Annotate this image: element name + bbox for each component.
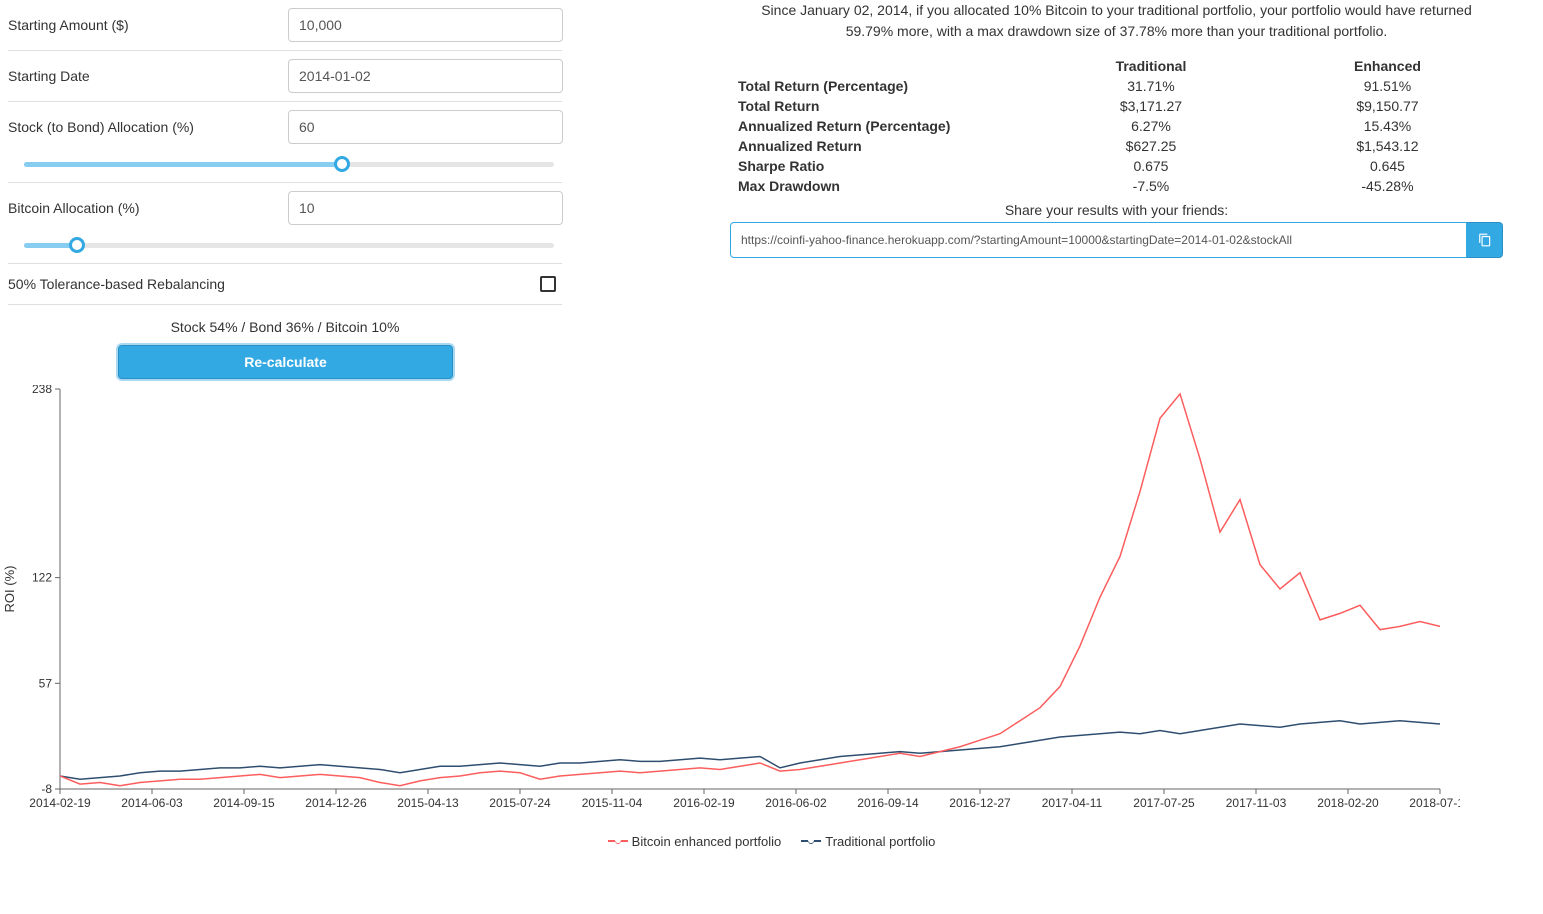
copy-icon bbox=[1478, 233, 1492, 247]
svg-text:2016-12-27: 2016-12-27 bbox=[949, 796, 1011, 810]
starting-date-label: Starting Date bbox=[8, 68, 288, 84]
rebalancing-checkbox[interactable] bbox=[540, 276, 556, 292]
svg-text:57: 57 bbox=[39, 676, 53, 690]
stats-table: Traditional Enhanced Total Return (Perce… bbox=[730, 56, 1503, 196]
copy-button[interactable] bbox=[1467, 222, 1503, 258]
table-row: Max Drawdown-7.5%-45.28% bbox=[730, 176, 1503, 196]
starting-date-input[interactable] bbox=[288, 59, 563, 93]
bitcoin-allocation-input[interactable] bbox=[288, 191, 563, 225]
bitcoin-allocation-label: Bitcoin Allocation (%) bbox=[8, 200, 288, 216]
svg-text:2014-06-03: 2014-06-03 bbox=[121, 796, 183, 810]
col-enhanced: Enhanced bbox=[1272, 56, 1503, 76]
chart-legend: Bitcoin enhanced portfolio Traditional po… bbox=[0, 828, 1543, 849]
stock-allocation-label: Stock (to Bond) Allocation (%) bbox=[8, 119, 288, 135]
svg-text:2017-07-25: 2017-07-25 bbox=[1133, 796, 1195, 810]
svg-text:ROI (%): ROI (%) bbox=[2, 566, 17, 613]
share-url-input[interactable] bbox=[730, 222, 1467, 258]
svg-text:2018-02-20: 2018-02-20 bbox=[1317, 796, 1379, 810]
svg-text:238: 238 bbox=[32, 385, 52, 396]
table-row: Total Return$3,171.27$9,150.77 bbox=[730, 96, 1503, 116]
col-traditional: Traditional bbox=[1030, 56, 1272, 76]
rebalancing-label: 50% Tolerance-based Rebalancing bbox=[8, 276, 225, 292]
roi-chart: -8 57 122 238 2014-02-19 2014-06-03 2014-09-15… bbox=[0, 385, 1543, 849]
svg-text:2016-09-14: 2016-09-14 bbox=[857, 796, 919, 810]
table-row: Sharpe Ratio0.6750.645 bbox=[730, 156, 1503, 176]
starting-amount-label: Starting Amount ($) bbox=[8, 17, 288, 33]
share-label: Share your results with your friends: bbox=[730, 196, 1503, 222]
legend-item: Bitcoin enhanced portfolio bbox=[608, 834, 782, 849]
results-panel: Since January 02, 2014, if you allocated… bbox=[570, 0, 1543, 379]
legend-item: Traditional portfolio bbox=[801, 834, 935, 849]
svg-text:2015-11-04: 2015-11-04 bbox=[582, 796, 643, 810]
controls-panel: Starting Amount ($) Starting Date Stock … bbox=[0, 0, 570, 379]
svg-text:2016-06-02: 2016-06-02 bbox=[765, 796, 827, 810]
svg-text:2017-04-11: 2017-04-11 bbox=[1042, 796, 1103, 810]
svg-text:2017-11-03: 2017-11-03 bbox=[1226, 796, 1287, 810]
table-row: Annualized Return (Percentage)6.27%15.43… bbox=[730, 116, 1503, 136]
svg-text:2015-07-24: 2015-07-24 bbox=[489, 796, 551, 810]
svg-text:2018-07-13: 2018-07-13 bbox=[1409, 796, 1460, 810]
svg-text:2014-02-19: 2014-02-19 bbox=[29, 796, 91, 810]
allocation-summary: Stock 54% / Bond 36% / Bitcoin 10% bbox=[8, 305, 562, 341]
recalculate-button[interactable]: Re-calculate bbox=[118, 345, 453, 379]
svg-text:2015-04-13: 2015-04-13 bbox=[397, 796, 459, 810]
svg-text:2014-09-15: 2014-09-15 bbox=[213, 796, 275, 810]
table-row: Total Return (Percentage)31.71%91.51% bbox=[730, 76, 1503, 96]
svg-text:-8: -8 bbox=[41, 782, 52, 796]
stock-allocation-input[interactable] bbox=[288, 110, 563, 144]
svg-text:2014-12-26: 2014-12-26 bbox=[305, 796, 367, 810]
svg-text:122: 122 bbox=[32, 571, 52, 585]
stock-allocation-slider[interactable] bbox=[24, 156, 554, 172]
starting-amount-input[interactable] bbox=[288, 8, 563, 42]
svg-text:2016-02-19: 2016-02-19 bbox=[673, 796, 735, 810]
bitcoin-allocation-slider[interactable] bbox=[24, 237, 554, 253]
table-row: Annualized Return$627.25$1,543.12 bbox=[730, 136, 1503, 156]
summary-text: Since January 02, 2014, if you allocated… bbox=[730, 0, 1503, 56]
